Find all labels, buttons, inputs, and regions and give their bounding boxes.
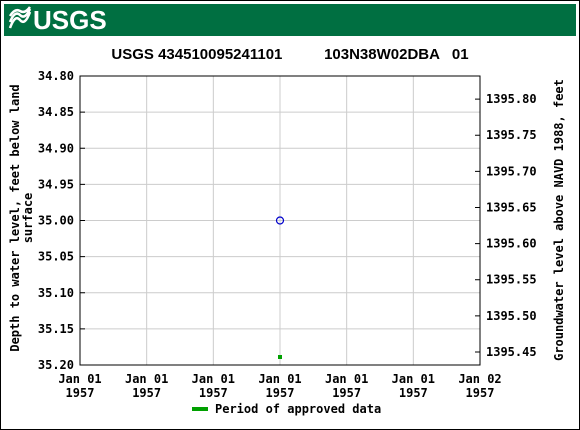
y2-axis-label: Groundwater level above NAVD 1988, feet [552, 79, 566, 361]
y-tick-label: 35.10 [38, 286, 74, 300]
x-tick-label: Jan 01 1957 [258, 372, 302, 400]
y2-tick-label: 1395.80 [486, 92, 537, 106]
y-tick-label: 34.85 [38, 105, 74, 119]
y-tick-label: 34.80 [38, 69, 74, 83]
header-bar [4, 4, 576, 36]
logo-icon [8, 6, 32, 29]
x-tick-label: Jan 01 1957 [191, 372, 235, 400]
x-tick-label: Jan 01 1957 [58, 372, 102, 400]
y-tick-label: 34.95 [38, 177, 74, 191]
y2-tick-label: 1395.50 [486, 309, 537, 323]
x-tick-label: Jan 02 1957 [458, 372, 502, 400]
x-tick-label: Jan 01 1957 [391, 372, 435, 400]
y2-tick-label: 1395.75 [486, 128, 537, 142]
y-tick-label: 34.90 [38, 141, 74, 155]
y-tick-label: 35.15 [38, 322, 74, 336]
y2-tick-label: 1395.60 [486, 237, 537, 251]
x-tick-label: Jan 01 1957 [324, 372, 369, 400]
y-tick-label: 35.20 [38, 358, 74, 372]
y-tick-label: 35.00 [38, 214, 74, 228]
y2-tick-label: 1395.65 [486, 200, 537, 214]
chart-title: USGS 434510095241101 103N38W02DBA 01 [111, 46, 468, 63]
x-tick-label: Jan 01 1957 [124, 372, 169, 400]
y2-tick-label: 1395.45 [486, 345, 537, 359]
data-point [275, 216, 285, 225]
legend-label: Period of approved data [215, 402, 381, 416]
logo-text: USGS [33, 5, 107, 35]
y2-tick-label: 1395.70 [486, 164, 537, 178]
y2-tick-label: 1395.55 [486, 273, 537, 287]
plot-border [79, 75, 481, 366]
approved-marker [278, 355, 282, 359]
y-axis-label: Depth to water level, feet below land su… [8, 84, 35, 352]
y-tick-label: 35.05 [38, 250, 74, 264]
